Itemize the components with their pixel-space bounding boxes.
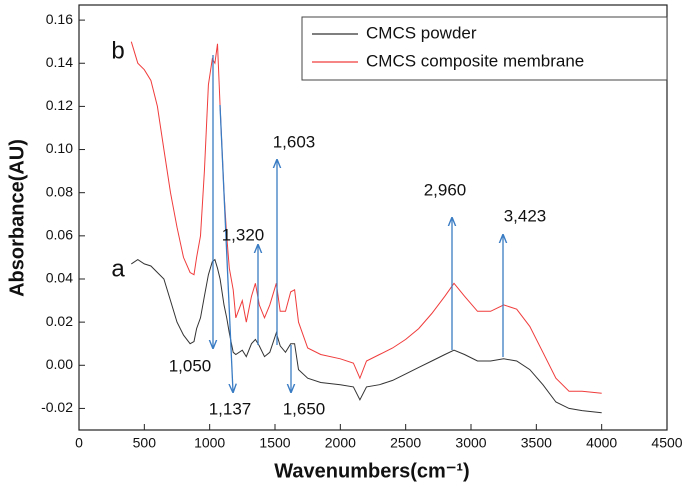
annotation: 1,603 <box>273 132 316 151</box>
y-tick-label: 0.06 <box>46 227 73 243</box>
legend-label: CMCS powder <box>366 23 477 42</box>
y-tick-label: 0.02 <box>46 313 73 329</box>
y-tick-label: 0.16 <box>46 11 73 27</box>
x-axis-label: Wavenumbers(cm⁻¹) <box>274 460 469 482</box>
annotation: 1,320 <box>222 225 265 244</box>
y-tick-label: 0.10 <box>46 140 73 156</box>
annotation: 2,960 <box>424 180 467 199</box>
x-tick-label: 3000 <box>455 435 486 451</box>
x-tick-label: 0 <box>75 435 83 451</box>
x-tick-label: 1500 <box>259 435 290 451</box>
y-tick-label: 0.04 <box>46 270 73 286</box>
annotation: b <box>111 37 124 64</box>
y-axis-label: Absorbance(AU) <box>6 139 28 297</box>
y-tick-label: -0.02 <box>41 399 73 415</box>
y-tick-label: 0.00 <box>46 356 73 372</box>
y-tick-label: 0.08 <box>46 183 73 199</box>
annotation: 1,650 <box>283 399 326 418</box>
x-tick-label: 3500 <box>521 435 552 451</box>
annotation: 3,423 <box>504 206 547 225</box>
y-tick-label: 0.12 <box>46 97 73 113</box>
annotation: 1,137 <box>209 399 252 418</box>
x-tick-label: 1000 <box>194 435 225 451</box>
annotation: 1,050 <box>169 356 212 375</box>
plot-frame <box>78 4 668 431</box>
x-tick-label: 2500 <box>390 435 421 451</box>
x-tick-label: 500 <box>133 435 157 451</box>
annotation: a <box>111 255 125 282</box>
annotation-arrow <box>219 104 233 392</box>
spectrum-line <box>130 41 602 394</box>
legend-label: CMCS composite membrane <box>366 51 584 70</box>
x-tick-label: 2000 <box>325 435 356 451</box>
legend-box <box>301 16 668 81</box>
spectrum-line <box>131 258 602 414</box>
y-tick-label: 0.14 <box>46 54 73 70</box>
x-tick-label: 4000 <box>586 435 617 451</box>
x-tick-label: 4500 <box>651 435 682 451</box>
